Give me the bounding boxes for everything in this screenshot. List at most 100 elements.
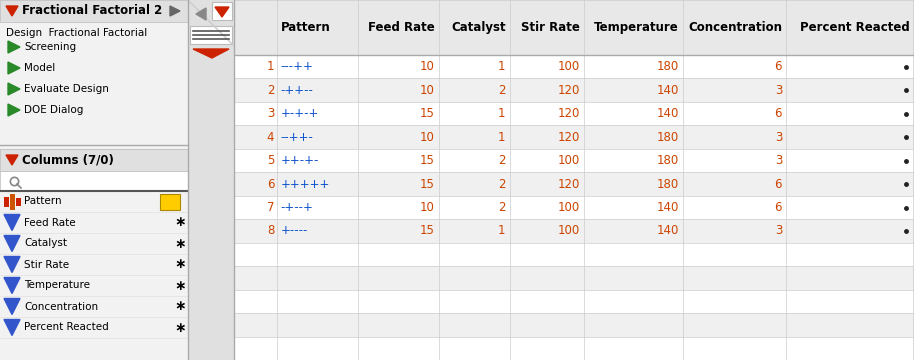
Text: Fractional Factorial 2: Fractional Factorial 2 [22, 4, 163, 18]
Polygon shape [196, 8, 206, 20]
Text: Stir Rate: Stir Rate [24, 260, 69, 270]
Text: Catalyst: Catalyst [451, 21, 505, 34]
Text: 1: 1 [498, 225, 505, 238]
Polygon shape [8, 41, 20, 53]
Text: 2: 2 [267, 84, 274, 97]
Text: +-+-+: +-+-+ [281, 107, 319, 120]
Text: 120: 120 [558, 84, 580, 97]
Bar [234, 313, 914, 337]
Bar [188, 0, 234, 360]
Text: 100: 100 [558, 201, 580, 214]
Text: 6: 6 [774, 201, 782, 214]
Text: 120: 120 [558, 131, 580, 144]
Text: Design  Fractional Factorial: Design Fractional Factorial [6, 28, 147, 38]
Bar [0, 0, 188, 360]
Text: 3: 3 [775, 84, 782, 97]
Bar [234, 125, 914, 149]
Text: Pattern: Pattern [282, 21, 331, 34]
Bar [234, 219, 914, 243]
Text: 15: 15 [420, 154, 435, 167]
Text: 10: 10 [420, 60, 435, 73]
Text: Feed Rate: Feed Rate [24, 217, 76, 228]
Text: ---++: ---++ [281, 60, 314, 73]
Bar [16, 198, 21, 206]
Text: 3: 3 [775, 131, 782, 144]
Text: ∗: ∗ [174, 279, 186, 292]
Polygon shape [6, 6, 18, 16]
Polygon shape [170, 6, 180, 16]
Text: Temperature: Temperature [24, 280, 90, 291]
Polygon shape [6, 155, 18, 165]
Polygon shape [193, 49, 229, 58]
Bar [234, 78, 914, 102]
Polygon shape [4, 215, 20, 230]
Polygon shape [4, 278, 20, 293]
Text: 140: 140 [656, 225, 679, 238]
Text: Stir Rate: Stir Rate [522, 21, 580, 34]
Text: 15: 15 [420, 225, 435, 238]
Polygon shape [8, 62, 20, 74]
Text: ∗: ∗ [174, 216, 186, 230]
Text: 1: 1 [498, 131, 505, 144]
Text: Concentration: Concentration [688, 21, 782, 34]
Text: +----: +---- [281, 225, 308, 238]
Text: Screening: Screening [24, 42, 76, 52]
Text: 7: 7 [267, 201, 274, 214]
Text: 100: 100 [558, 225, 580, 238]
Text: 2: 2 [498, 177, 505, 190]
Text: 120: 120 [558, 107, 580, 120]
Polygon shape [8, 83, 20, 95]
Text: 10: 10 [420, 84, 435, 97]
Polygon shape [215, 7, 229, 17]
Polygon shape [4, 320, 20, 336]
Text: 180: 180 [656, 154, 679, 167]
Text: Feed Rate: Feed Rate [368, 21, 435, 34]
Text: 15: 15 [420, 177, 435, 190]
Text: 100: 100 [558, 154, 580, 167]
Bar [190, 26, 232, 44]
Bar [234, 0, 914, 360]
Text: 5: 5 [267, 154, 274, 167]
Text: 180: 180 [656, 131, 679, 144]
Text: 120: 120 [558, 177, 580, 190]
Text: 15: 15 [420, 107, 435, 120]
Text: 1: 1 [267, 60, 274, 73]
Text: 100: 100 [558, 60, 580, 73]
Bar [0, 0, 188, 22]
Text: Catalyst: Catalyst [24, 238, 67, 248]
Text: +++++: +++++ [281, 177, 330, 190]
Text: 6: 6 [774, 177, 782, 190]
Bar [0, 171, 188, 191]
Text: Columns (7/0): Columns (7/0) [22, 153, 114, 166]
Text: Percent Reacted: Percent Reacted [801, 21, 910, 34]
Text: ∗: ∗ [174, 257, 186, 271]
Text: 8: 8 [267, 225, 274, 238]
Text: 3: 3 [775, 154, 782, 167]
Text: ∗: ∗ [174, 237, 186, 251]
Bar [10, 194, 15, 210]
Text: Temperature: Temperature [594, 21, 679, 34]
Text: 1: 1 [498, 107, 505, 120]
Text: -+--+: -+--+ [281, 201, 314, 214]
Bar [160, 194, 180, 210]
Bar [234, 172, 914, 196]
Text: 2: 2 [498, 201, 505, 214]
Bar [4, 197, 9, 207]
Text: Evaluate Design: Evaluate Design [24, 84, 109, 94]
Bar [234, 0, 914, 55]
Polygon shape [8, 104, 20, 116]
Bar [0, 149, 188, 171]
Text: 10: 10 [420, 131, 435, 144]
Polygon shape [4, 235, 20, 252]
Text: 6: 6 [774, 60, 782, 73]
Text: 3: 3 [267, 107, 274, 120]
Text: 2: 2 [498, 154, 505, 167]
Text: ∗: ∗ [174, 320, 186, 334]
Text: 3: 3 [775, 225, 782, 238]
Text: 140: 140 [656, 201, 679, 214]
Polygon shape [4, 298, 20, 315]
Text: -++--: -++-- [281, 84, 314, 97]
Text: Concentration: Concentration [24, 302, 98, 311]
Text: 4: 4 [267, 131, 274, 144]
Text: 6: 6 [774, 107, 782, 120]
